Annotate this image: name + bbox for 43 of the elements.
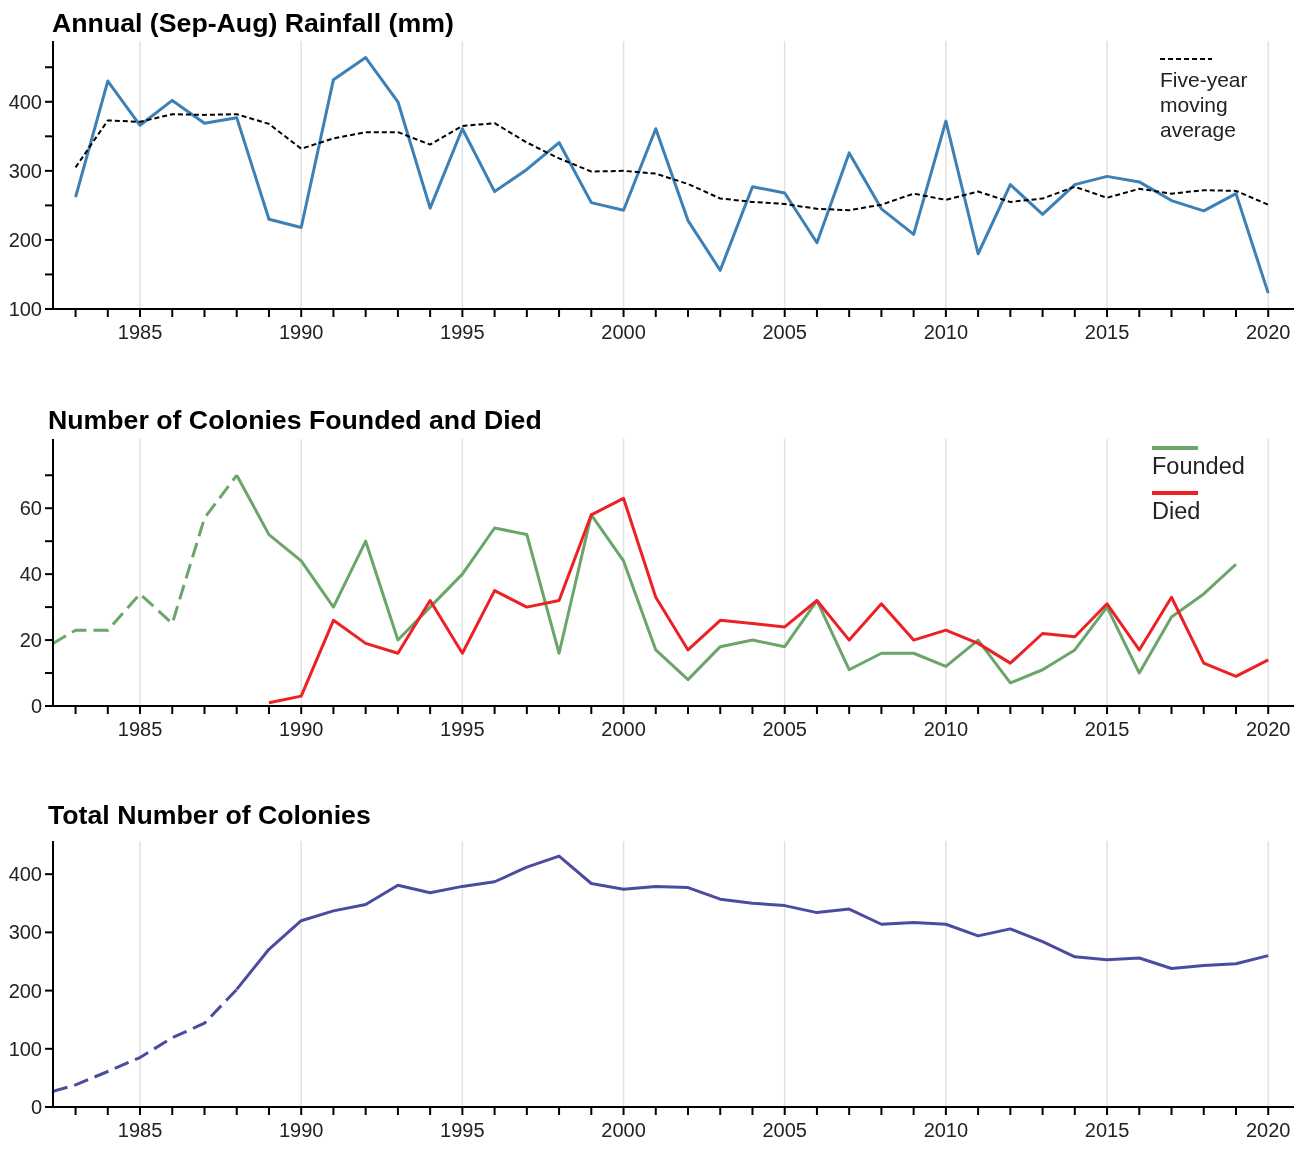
- legend-label: Founded: [1152, 453, 1246, 480]
- y-tick-label: 400: [8, 863, 42, 886]
- x-tick-label: 1995: [440, 718, 485, 741]
- legend-label: Died: [1152, 498, 1202, 525]
- y-tick-label: 20: [19, 629, 42, 652]
- x-tick-label: 2015: [1084, 1119, 1130, 1142]
- x-tick-label: 1985: [117, 1119, 163, 1142]
- x-tick-label: 2015: [1084, 718, 1130, 741]
- x-tick-label: 2005: [762, 321, 807, 344]
- x-tick-label: 2010: [923, 1119, 969, 1142]
- x-tick-label: 2020: [1245, 718, 1291, 741]
- x-tick-label: 1990: [278, 1119, 324, 1142]
- chart-title: Number of Colonies Founded and Died: [48, 405, 542, 435]
- y-tick-label: 300: [8, 921, 42, 944]
- y-tick-label: 100: [8, 1037, 42, 1060]
- x-tick-label: 2005: [762, 1119, 807, 1142]
- y-tick-label: 0: [30, 695, 42, 718]
- chart-title: Annual (Sep-Aug) Rainfall (mm): [52, 8, 454, 38]
- y-tick-label: 60: [19, 497, 42, 520]
- x-tick-label: 1990: [278, 321, 324, 344]
- x-tick-label: 2020: [1245, 321, 1291, 344]
- y-tick-label: 300: [8, 159, 42, 182]
- y-tick-label: 0: [30, 1096, 42, 1119]
- x-tick-label: 1985: [117, 718, 163, 741]
- x-tick-label: 1995: [440, 321, 485, 344]
- chart-title: Total Number of Colonies: [48, 800, 371, 830]
- x-tick-label: 2020: [1245, 1119, 1291, 1142]
- y-tick-label: 200: [8, 979, 42, 1002]
- x-tick-label: 2000: [601, 1119, 646, 1142]
- x-tick-label: 2010: [923, 718, 969, 741]
- x-tick-label: 2010: [923, 321, 969, 344]
- legend-label: Five-year moving average: [1160, 67, 1249, 142]
- x-tick-label: 2015: [1084, 321, 1130, 344]
- x-tick-label: 2000: [601, 718, 646, 741]
- x-tick-label: 1990: [278, 718, 324, 741]
- x-tick-label: 2000: [601, 321, 646, 344]
- x-tick-label: 1985: [117, 321, 163, 344]
- y-tick-label: 400: [8, 90, 42, 113]
- x-tick-label: 2005: [762, 718, 807, 741]
- x-tick-label: 1995: [440, 1119, 485, 1142]
- y-tick-label: 100: [8, 298, 42, 321]
- y-tick-label: 200: [8, 229, 42, 252]
- y-tick-label: 40: [19, 563, 42, 586]
